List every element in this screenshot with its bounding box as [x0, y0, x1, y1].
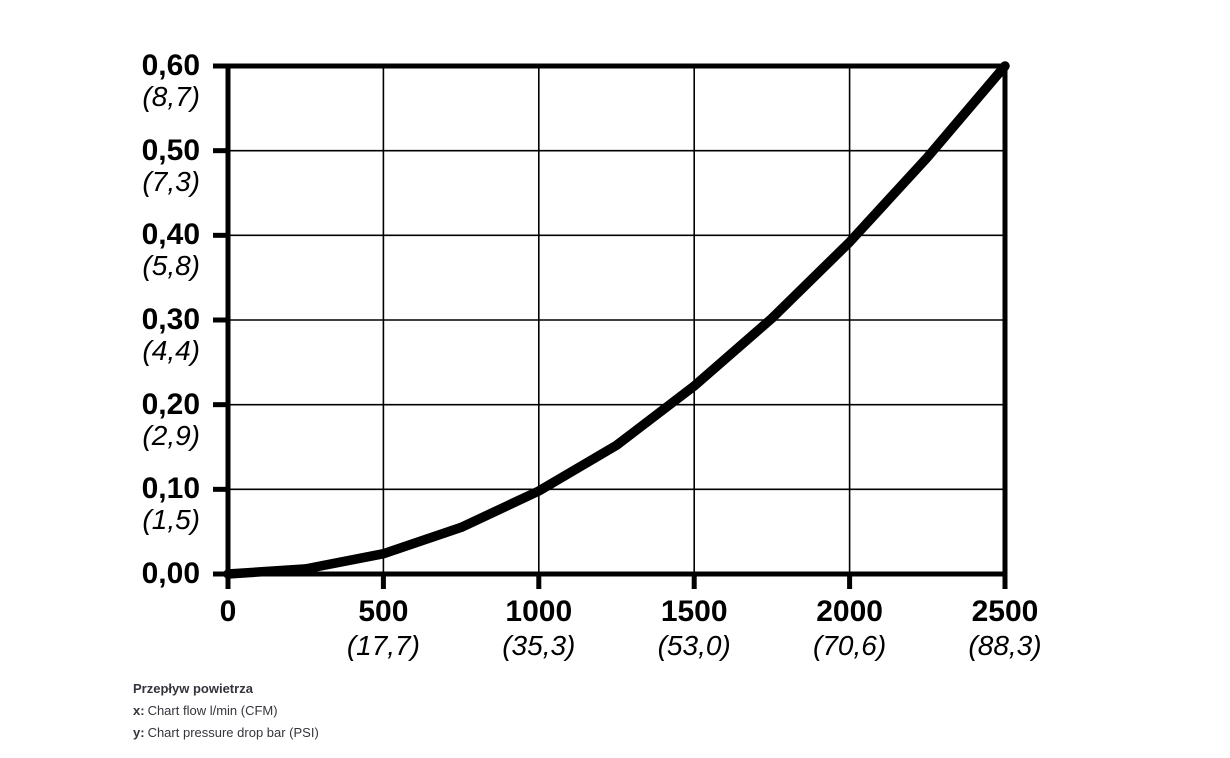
y-tick-sublabel: (2,9) [142, 419, 200, 451]
y-tick-label: 0,00 [141, 557, 200, 590]
y-axis-description: Chart pressure drop bar (PSI) [147, 725, 319, 740]
x-tick-sublabel: (35,3) [502, 630, 576, 661]
x-tick-label: 1000 [505, 595, 573, 628]
y-tick-sublabel: (8,7) [142, 81, 200, 112]
y-tick-label: 0,30 [141, 303, 200, 336]
caption-title: Przepływ powietrza [133, 681, 253, 696]
x-tick-label: 0 [219, 595, 237, 628]
y-tick-label: 0,60 [141, 49, 200, 82]
x-tick-sublabel: (70,6) [813, 630, 887, 661]
x-tick-sublabel: (53,0) [657, 630, 731, 661]
x-tick-sublabel: (88,3) [968, 630, 1040, 661]
y-tick-label: 0,20 [141, 387, 200, 421]
chart-caption: Przepływ powietrza x: Chart flow l/min (C… [133, 678, 319, 744]
y-tick-label: 0,50 [141, 133, 200, 167]
y-tick-label: 0,10 [141, 472, 200, 506]
x-tick-sublabel: (17,7) [346, 630, 420, 661]
y-tick-sublabel: (5,8) [142, 250, 200, 282]
plot-border [225, 63, 1008, 577]
x-tick-label: 500 [358, 595, 409, 628]
x-tick-label: 2000 [816, 595, 883, 628]
y-tick-sublabel: (1,5) [142, 504, 200, 536]
y-tick-sublabel: (4,4) [142, 335, 200, 366]
x-tick-label: 2500 [971, 595, 1039, 628]
x-axis-description: Chart flow l/min (CFM) [147, 703, 278, 718]
x-tick-label: 1500 [660, 595, 728, 628]
flow-pressure-chart: 0,00 0,10 (1,5) 0,20 (2,9) 0,30 (4,4) 0,40 (5,8)… [141, 49, 1040, 661]
chart-axis-labels: 0,00 0,10 (1,5) 0,20 (2,9) 0,30 (4,4) 0,40 (5,8)… [141, 49, 1040, 661]
pressure-drop-curve [223, 61, 1010, 579]
caption-y-axis-line: y: Chart pressure drop bar (PSI) [133, 722, 319, 744]
x-axis-prefix: x: [133, 703, 145, 718]
caption-x-axis-line: x: Chart flow l/min (CFM) [133, 700, 319, 722]
y-tick-label: 0,40 [141, 218, 200, 252]
y-tick-sublabel: (7,3) [142, 165, 200, 197]
chart-canvas [213, 61, 1010, 589]
y-axis-prefix: y: [133, 725, 145, 740]
